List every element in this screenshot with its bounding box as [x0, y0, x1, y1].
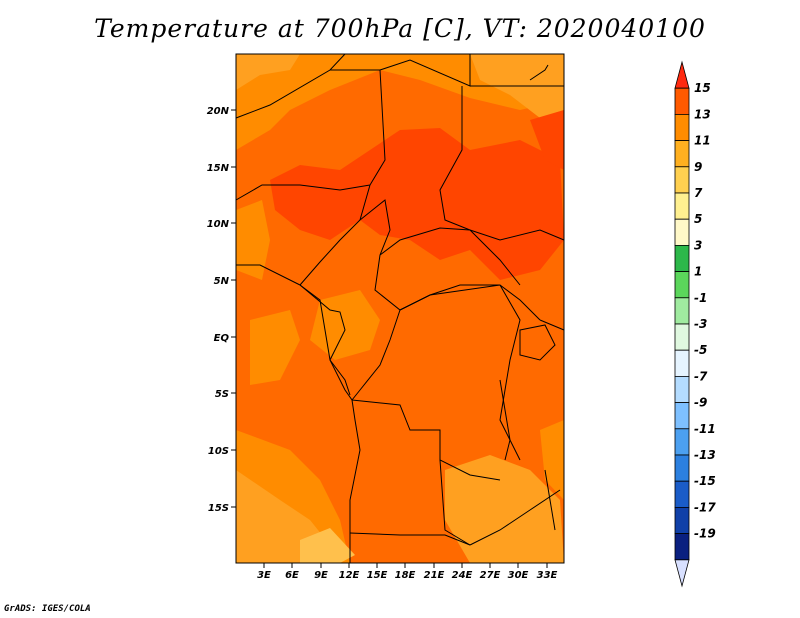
colorbar-label: 11	[694, 134, 711, 148]
border-west-coast	[236, 264, 301, 286]
border-congo-drc	[351, 309, 401, 401]
field-north-cooler	[236, 54, 300, 90]
colorbar-label: -15	[694, 474, 716, 488]
colorbar-swatch	[674, 375, 690, 403]
field-west-mild	[236, 200, 270, 280]
colorbar-swatch	[674, 323, 690, 351]
lat-label-5n: 5N	[214, 276, 230, 287]
map-title: Temperature at 700hPa [C], VT: 202004010…	[94, 14, 706, 43]
colorbar-label: 9	[694, 160, 702, 174]
colorbar-label: 5	[694, 212, 702, 226]
field-se-mild	[540, 420, 564, 500]
lon-label-9e: 9E	[314, 570, 328, 581]
grads-credit: GrADS: IGES/COLA	[4, 604, 91, 614]
colorbar-top-arrow	[674, 60, 690, 89]
border-niger-chad	[369, 69, 386, 186]
border-niger-algeria	[235, 53, 346, 119]
coastlines	[299, 64, 556, 563]
field-gabon-mild	[250, 310, 300, 385]
lon-axis: 3E 6E 9E 12E 15E 18E 21E 24E 27E 30E 33E	[257, 563, 558, 581]
lake-malawi	[544, 469, 556, 531]
colorbar-label: -9	[694, 396, 707, 410]
lon-label-33e: 33E	[537, 570, 558, 581]
colorbar-label: 15	[694, 81, 711, 95]
colorbar-swatch	[674, 297, 690, 325]
lon-label-21e: 21E	[424, 570, 445, 581]
border-angola-zambia	[439, 459, 471, 546]
lat-label-10n: 10N	[207, 219, 230, 230]
colorbar: 15 13 11 9 7 5 3 1 -1 -3 -5 -7 -9 -11 -13 -15 -17 -19	[674, 60, 716, 588]
colorbar-label: -1	[694, 291, 707, 305]
lon-label-30e: 30E	[508, 570, 529, 581]
colorbar-label: -17	[694, 500, 716, 514]
lake-tanganyika	[499, 379, 511, 461]
field-se-cool	[445, 455, 564, 563]
lon-label-3e: 3E	[257, 570, 271, 581]
field-sw-coolest	[300, 528, 355, 563]
lon-label-6e: 6E	[285, 570, 299, 581]
colorbar-swatch	[674, 402, 690, 430]
colorbar-label: -5	[694, 343, 707, 357]
lat-label-15s: 15S	[208, 503, 229, 514]
lat-axis: 20N 15N 10N 5N EQ 5S 10S 15S	[207, 106, 236, 514]
country-borders	[235, 53, 565, 546]
field-ne-hot	[530, 110, 564, 170]
lat-label-20n: 20N	[207, 106, 230, 117]
border-chad-sudan-east	[439, 86, 471, 231]
colorbar-swatch	[674, 271, 690, 299]
lon-label-24e: 24E	[452, 570, 473, 581]
coast-west-africa	[299, 284, 361, 563]
colorbar-swatch	[674, 349, 690, 377]
colorbar-bottom-arrow	[674, 559, 690, 588]
lon-label-27e: 27E	[480, 570, 501, 581]
border-zambia-south	[469, 489, 561, 546]
colorbar-swatch	[674, 114, 690, 142]
colorbar-swatch	[674, 192, 690, 220]
border-nigeria-niger	[235, 184, 371, 201]
colorbar-swatch	[674, 480, 690, 508]
border-drc-angola	[351, 399, 501, 481]
colorbar-label: 7	[694, 186, 703, 200]
border-kenya-tz	[539, 319, 565, 331]
colorbar-label: -3	[694, 317, 707, 331]
border-nigeria-cameroon	[299, 184, 371, 286]
colorbar-label: -7	[694, 369, 708, 383]
lat-label-10s: 10S	[208, 446, 229, 457]
colorbar-swatch	[674, 140, 690, 168]
lake-victoria	[519, 324, 556, 361]
lon-label-15e: 15E	[367, 570, 388, 581]
colorbar-swatch	[674, 87, 690, 115]
colorbar-swatch	[674, 166, 690, 194]
lat-label-15n: 15N	[207, 163, 230, 174]
border-sudan-southsudan	[469, 229, 565, 241]
temperature-field	[236, 54, 564, 563]
border-drc-east	[499, 284, 521, 461]
colorbar-swatch	[674, 533, 690, 561]
border-cameroon-chad	[359, 199, 391, 256]
border-angola-namibia	[349, 532, 471, 546]
field-hot-sahel	[270, 128, 564, 280]
colorbar-swatch	[674, 428, 690, 456]
red-sea-coast	[529, 64, 549, 81]
lat-label-5s: 5S	[215, 389, 229, 400]
lon-label-12e: 12E	[339, 570, 360, 581]
border-niger-libya-chad	[330, 54, 471, 87]
border-congo-gabon	[299, 284, 351, 396]
map-frame	[235, 53, 565, 564]
colorbar-label: 1	[694, 265, 702, 279]
colorbar-label: 3	[694, 238, 702, 252]
colorbar-label: 13	[694, 107, 711, 121]
lon-label-18e: 18E	[395, 570, 416, 581]
colorbar-swatch	[674, 454, 690, 482]
colorbar-label: -11	[694, 422, 716, 436]
colorbar-swatch	[674, 218, 690, 246]
lat-label-eq: EQ	[214, 333, 230, 344]
colorbar-swatch	[674, 244, 690, 272]
colorbar-label: -13	[694, 448, 716, 462]
border-car-north	[379, 227, 521, 286]
colorbar-label: -19	[694, 527, 716, 541]
colorbar-swatch	[674, 506, 690, 534]
